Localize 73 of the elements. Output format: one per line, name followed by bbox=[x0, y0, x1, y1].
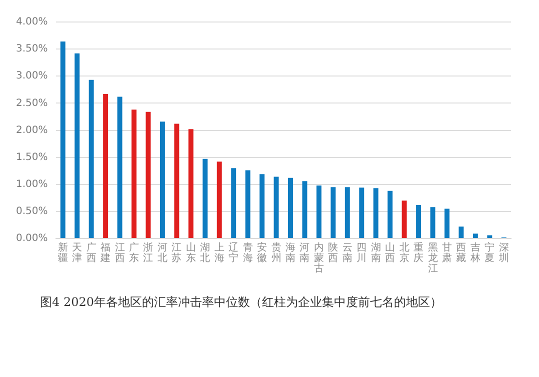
bar bbox=[216, 162, 222, 238]
x-tick-label: 河北 bbox=[157, 241, 168, 264]
x-tick-label: 贵州 bbox=[271, 241, 282, 264]
bar bbox=[274, 176, 279, 238]
x-tick-label: 甘肃 bbox=[442, 241, 452, 264]
x-tick-label: 辽宁 bbox=[228, 241, 239, 264]
x-tick-label: 安徽 bbox=[257, 241, 268, 264]
y-tick-label: 1.50% bbox=[16, 152, 48, 163]
y-tick-label: 0.50% bbox=[16, 206, 48, 218]
bar bbox=[60, 41, 66, 238]
y-tick-label: 3.00% bbox=[16, 70, 48, 82]
y-tick-label: 2.00% bbox=[16, 124, 48, 136]
x-tick-label: 云南 bbox=[342, 242, 352, 264]
x-tick-label: 宁夏 bbox=[484, 241, 495, 264]
x-tick-label: 重庆 bbox=[414, 241, 424, 264]
bar bbox=[444, 208, 450, 238]
bar bbox=[188, 129, 194, 238]
x-tick-label: 陕西 bbox=[328, 241, 338, 264]
x-tick-label: 浙江 bbox=[143, 241, 154, 264]
x-tick-label: 北京 bbox=[399, 241, 410, 264]
x-tick-label: 天津 bbox=[72, 242, 82, 264]
x-tick-label: 西藏 bbox=[456, 242, 466, 264]
bar bbox=[416, 204, 422, 238]
x-tick-label: 深圳 bbox=[498, 241, 509, 264]
x-tick-label: 青海 bbox=[242, 241, 253, 264]
bar bbox=[302, 181, 308, 238]
bar bbox=[117, 96, 122, 238]
bar bbox=[174, 124, 180, 238]
x-tick-label: 江西 bbox=[114, 241, 125, 264]
x-tick-label: 海南 bbox=[285, 241, 296, 264]
y-tick-label: 0.00% bbox=[16, 233, 48, 244]
bar bbox=[330, 187, 336, 238]
bar bbox=[288, 178, 293, 238]
bar bbox=[344, 187, 350, 238]
bar bbox=[402, 200, 407, 238]
x-tick-label: 山西 bbox=[385, 241, 396, 264]
x-tick-label: 福建 bbox=[100, 241, 111, 264]
bar bbox=[245, 170, 250, 238]
bar bbox=[146, 112, 151, 238]
bar bbox=[88, 80, 94, 238]
y-tick-label: 2.50% bbox=[16, 98, 48, 109]
bar bbox=[458, 226, 464, 238]
bar bbox=[202, 158, 208, 238]
bar bbox=[373, 188, 378, 238]
y-tick-label: 3.50% bbox=[16, 44, 48, 55]
x-tick-label: 山东 bbox=[186, 241, 196, 264]
x-tick-label: 湖北 bbox=[200, 241, 210, 264]
y-tick-label: 4.00% bbox=[16, 16, 48, 28]
x-tick-label: 广西 bbox=[86, 241, 96, 264]
bar bbox=[260, 174, 265, 238]
x-tick-label: 上海 bbox=[214, 241, 224, 264]
x-tick-label: 黑龙江 bbox=[428, 242, 438, 274]
bar bbox=[316, 185, 322, 238]
bar bbox=[430, 207, 436, 238]
bar bbox=[231, 168, 236, 238]
bar bbox=[359, 188, 364, 238]
x-tick-label: 内蒙古 bbox=[314, 241, 324, 274]
x-tick-label: 湖南 bbox=[370, 241, 381, 264]
x-tick-label: 四川 bbox=[356, 242, 367, 264]
bar bbox=[132, 110, 136, 238]
bar bbox=[74, 53, 80, 238]
x-tick-label: 新疆 bbox=[58, 241, 68, 264]
bar bbox=[472, 234, 478, 238]
bar bbox=[160, 122, 165, 238]
x-tick-label: 吉林 bbox=[469, 241, 480, 264]
x-tick-label: 江苏 bbox=[172, 241, 182, 264]
x-tick-label: 河南 bbox=[300, 241, 310, 264]
bar bbox=[487, 235, 492, 238]
bar bbox=[103, 94, 108, 238]
x-tick-label: 广东 bbox=[129, 241, 140, 264]
y-tick-label: 1.00% bbox=[16, 178, 48, 190]
bar bbox=[388, 190, 393, 238]
caption: 图4 2020年各地区的汇率冲击率中位数（红柱为企业集中度前七名的地区） bbox=[40, 294, 443, 311]
